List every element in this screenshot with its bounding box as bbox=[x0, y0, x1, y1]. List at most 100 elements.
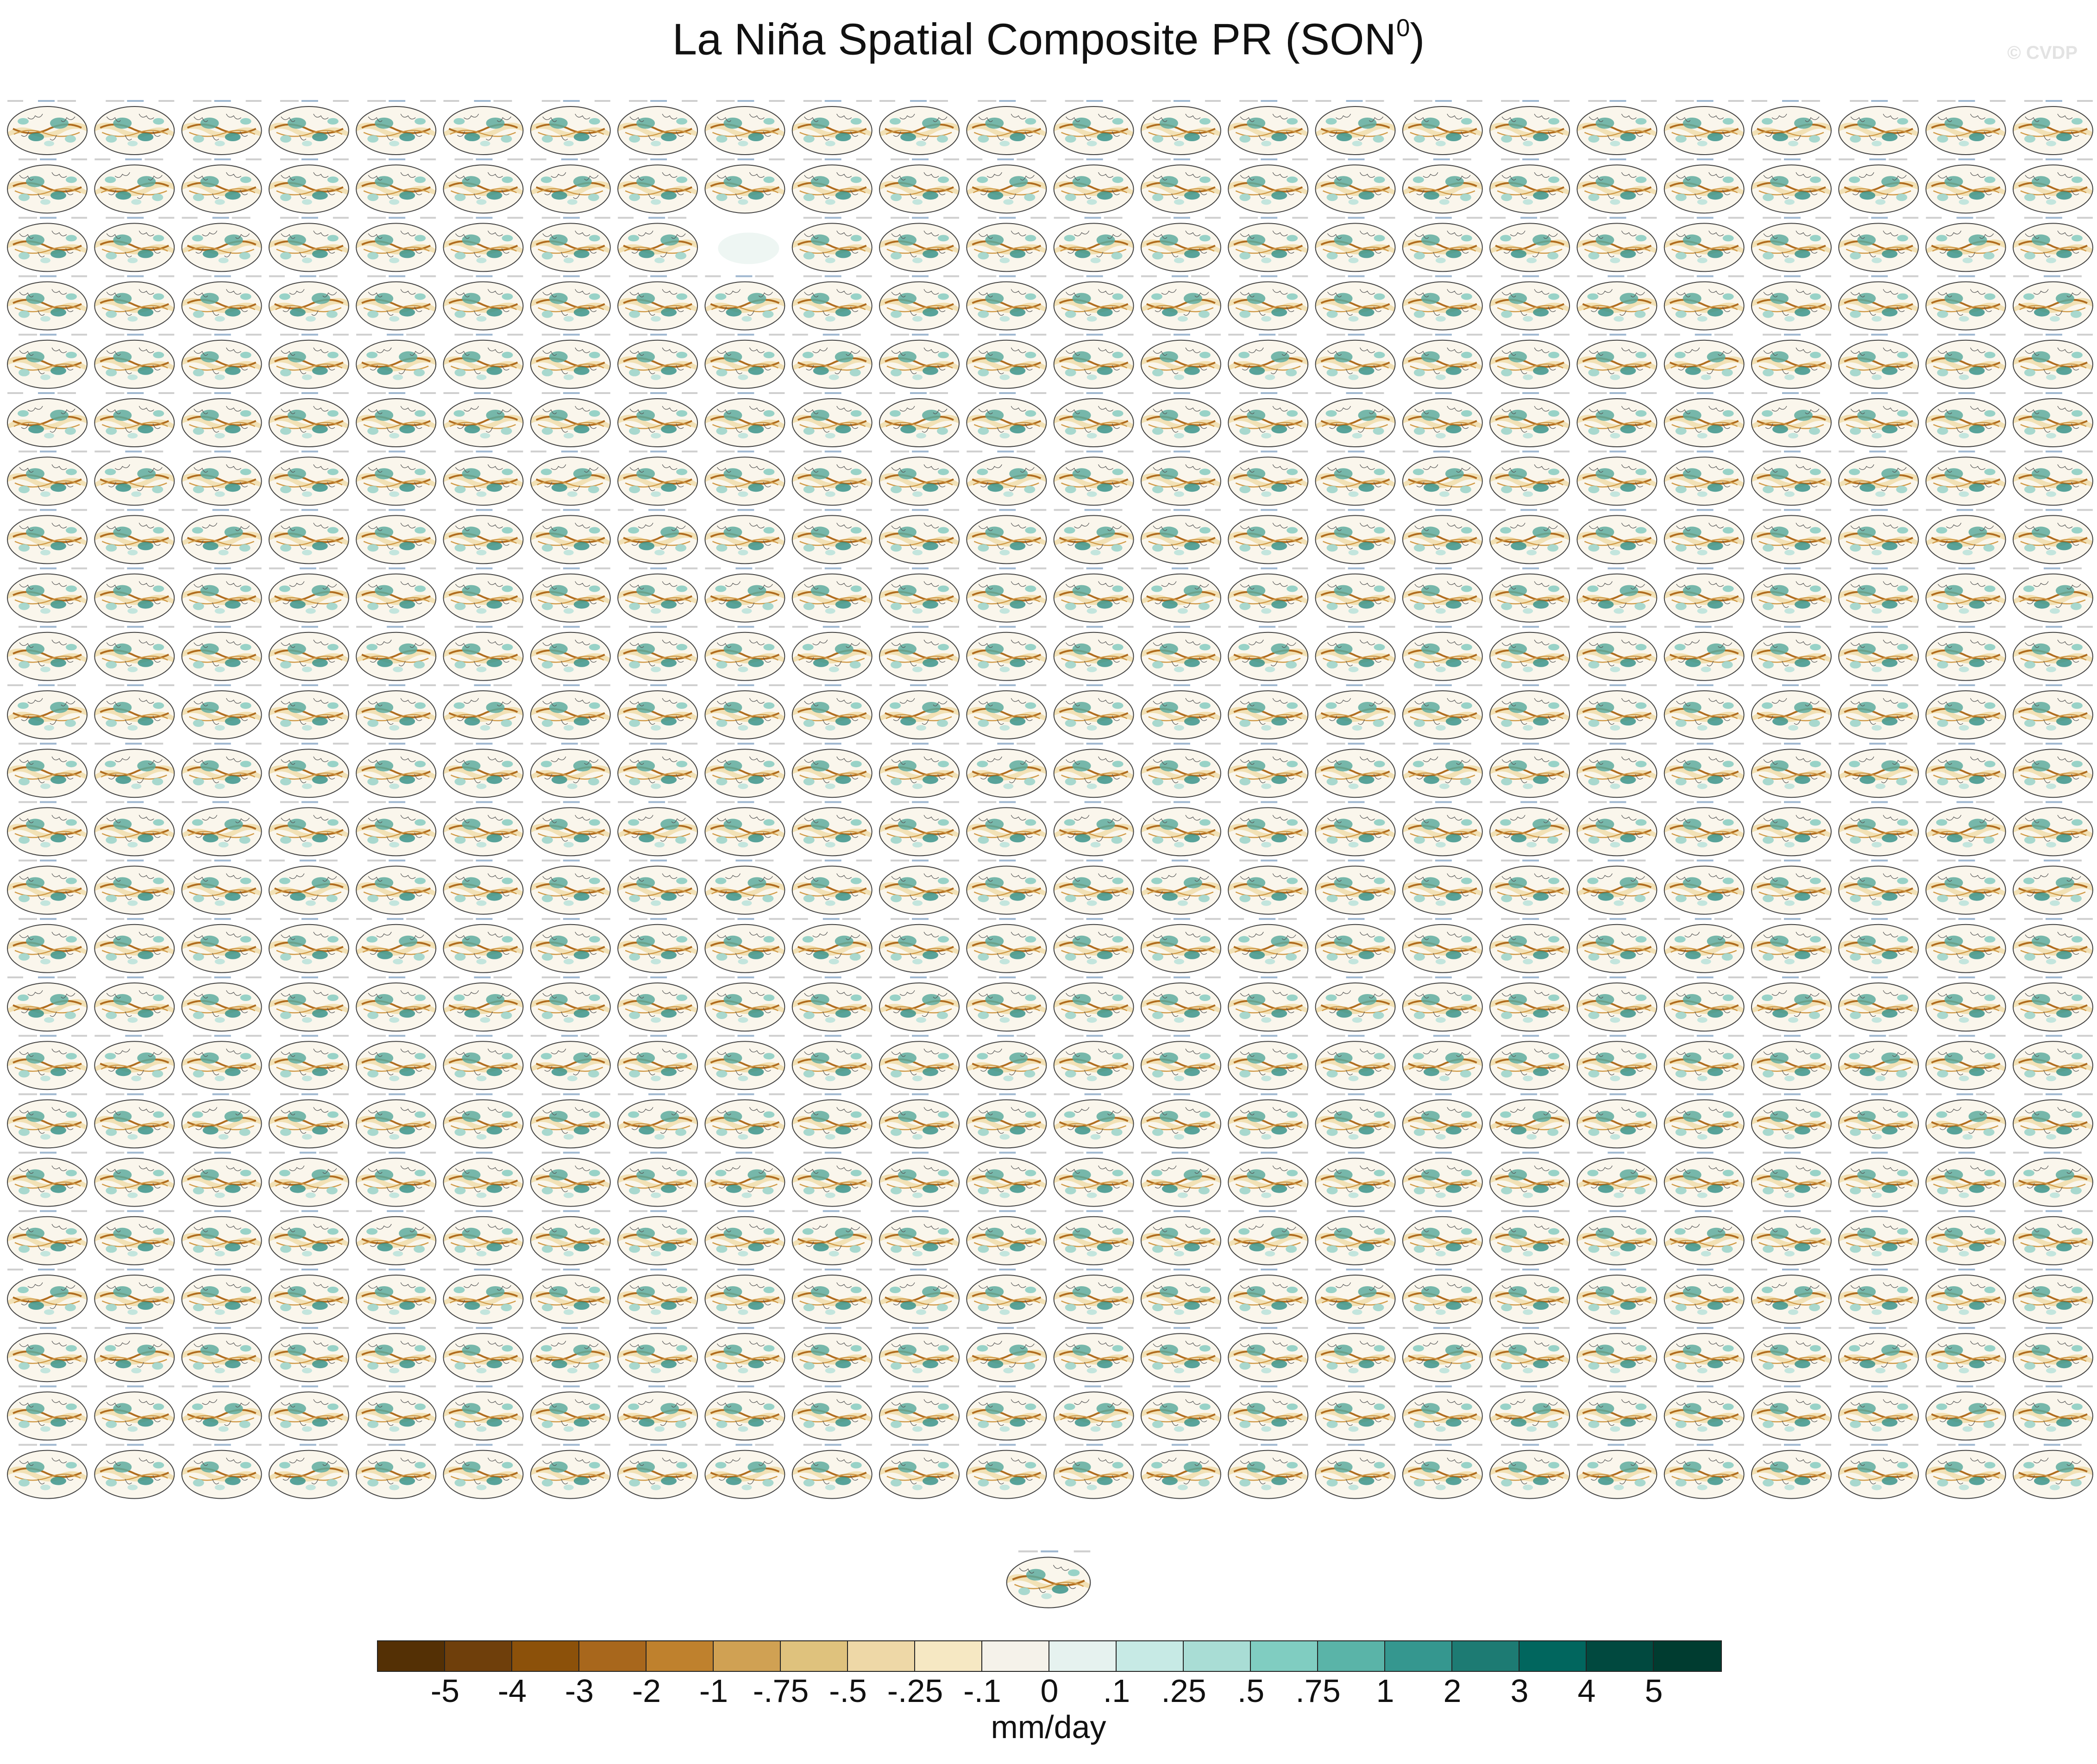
map-panel bbox=[1926, 392, 2006, 447]
map-panel bbox=[1228, 275, 1308, 330]
map-panel bbox=[1577, 1210, 1657, 1265]
map-panel bbox=[356, 1152, 436, 1207]
map-panel bbox=[705, 100, 785, 155]
map-panel bbox=[1228, 976, 1308, 1031]
map-panel bbox=[618, 684, 697, 739]
map-panel bbox=[94, 860, 174, 914]
map-panel bbox=[531, 1444, 610, 1499]
colorbar-box bbox=[1385, 1641, 1452, 1671]
map-panel bbox=[1228, 1385, 1308, 1440]
map-panel bbox=[1577, 158, 1657, 213]
map-panel bbox=[356, 860, 436, 914]
map-panel bbox=[1403, 334, 1482, 388]
map-panel bbox=[94, 568, 174, 622]
map-panel bbox=[7, 450, 87, 505]
map-panel bbox=[1054, 1035, 1134, 1089]
map-panel bbox=[1403, 860, 1482, 914]
map-panel bbox=[1926, 450, 2006, 505]
map-panel bbox=[444, 626, 523, 681]
cvdp-watermark: © CVDP bbox=[2007, 43, 2078, 63]
colorbar-box bbox=[781, 1641, 848, 1671]
map-panel bbox=[1054, 392, 1134, 447]
map-panel bbox=[531, 743, 610, 797]
map-panel bbox=[1664, 509, 1744, 563]
map-panel bbox=[1054, 1444, 1134, 1499]
map-panel bbox=[705, 1093, 785, 1148]
map-panel bbox=[1141, 275, 1221, 330]
map-panel bbox=[1054, 450, 1134, 505]
map-panel bbox=[7, 1035, 87, 1089]
map-panel bbox=[792, 684, 872, 739]
map-panel bbox=[879, 158, 959, 213]
map-panel bbox=[531, 1035, 610, 1089]
map-panel bbox=[1926, 743, 2006, 797]
map-panel bbox=[7, 976, 87, 1031]
map-panel bbox=[1403, 158, 1482, 213]
colorbar-tick-label: -.25 bbox=[887, 1673, 943, 1709]
map-panel bbox=[182, 1035, 262, 1089]
map-panel bbox=[1054, 568, 1134, 622]
colorbar-tick-label: -4 bbox=[497, 1673, 527, 1709]
map-panel bbox=[1054, 1093, 1134, 1148]
map-panel bbox=[618, 1035, 697, 1089]
map-panel bbox=[618, 626, 697, 681]
map-panel bbox=[1403, 1327, 1482, 1382]
map-panel bbox=[1577, 568, 1657, 622]
map-panel bbox=[1316, 1444, 1395, 1499]
map-panel bbox=[7, 334, 87, 388]
map-panel bbox=[356, 1327, 436, 1382]
map-panel bbox=[1577, 100, 1657, 155]
map-panel bbox=[1141, 100, 1221, 155]
map-panel bbox=[1926, 684, 2006, 739]
map-panel bbox=[1316, 334, 1395, 388]
map-panel bbox=[705, 743, 785, 797]
map-panel bbox=[182, 1269, 262, 1323]
map-panel bbox=[792, 1152, 872, 1207]
map-panel bbox=[1664, 1269, 1744, 1323]
map-panel bbox=[1577, 1093, 1657, 1148]
map-panel bbox=[1141, 1152, 1221, 1207]
map-panel bbox=[531, 1210, 610, 1265]
map-panel bbox=[7, 1152, 87, 1207]
map-panel bbox=[444, 1152, 523, 1207]
map-panel bbox=[269, 1152, 349, 1207]
map-panel bbox=[531, 275, 610, 330]
colorbar-box bbox=[1587, 1641, 1654, 1671]
map-panel bbox=[1664, 918, 1744, 973]
map-panel bbox=[444, 801, 523, 856]
colorbar-tick-label: .25 bbox=[1161, 1673, 1206, 1709]
map-panel bbox=[705, 1035, 785, 1089]
map-panel bbox=[618, 1385, 697, 1440]
map-panel bbox=[1752, 217, 1831, 271]
map-panel bbox=[1316, 1385, 1395, 1440]
map-panel bbox=[1664, 1152, 1744, 1207]
map-panel bbox=[1664, 976, 1744, 1031]
map-panel bbox=[1054, 158, 1134, 213]
map-panel bbox=[269, 100, 349, 155]
colorbar-box bbox=[1251, 1641, 1318, 1671]
map-panel bbox=[7, 801, 87, 856]
map-panel bbox=[269, 626, 349, 681]
map-panel bbox=[705, 801, 785, 856]
map-panel bbox=[1141, 158, 1221, 213]
colorbar-box bbox=[915, 1641, 982, 1671]
map-panel bbox=[1926, 334, 2006, 388]
map-panel bbox=[1752, 450, 1831, 505]
map-panel bbox=[1316, 801, 1395, 856]
map-panel bbox=[1839, 684, 1918, 739]
map-panel bbox=[531, 1385, 610, 1440]
map-panel bbox=[356, 568, 436, 622]
map-panel bbox=[1577, 450, 1657, 505]
map-panel bbox=[1752, 100, 1831, 155]
map-panel bbox=[94, 158, 174, 213]
map-panel bbox=[1926, 275, 2006, 330]
map-panel bbox=[1839, 743, 1918, 797]
map-panel bbox=[705, 509, 785, 563]
map-panel bbox=[1403, 1035, 1482, 1089]
map-panel bbox=[1664, 334, 1744, 388]
map-panel bbox=[444, 1269, 523, 1323]
map-panel bbox=[356, 1444, 436, 1499]
map-panel bbox=[1403, 743, 1482, 797]
map-panel bbox=[356, 392, 436, 447]
map-panel bbox=[182, 158, 262, 213]
